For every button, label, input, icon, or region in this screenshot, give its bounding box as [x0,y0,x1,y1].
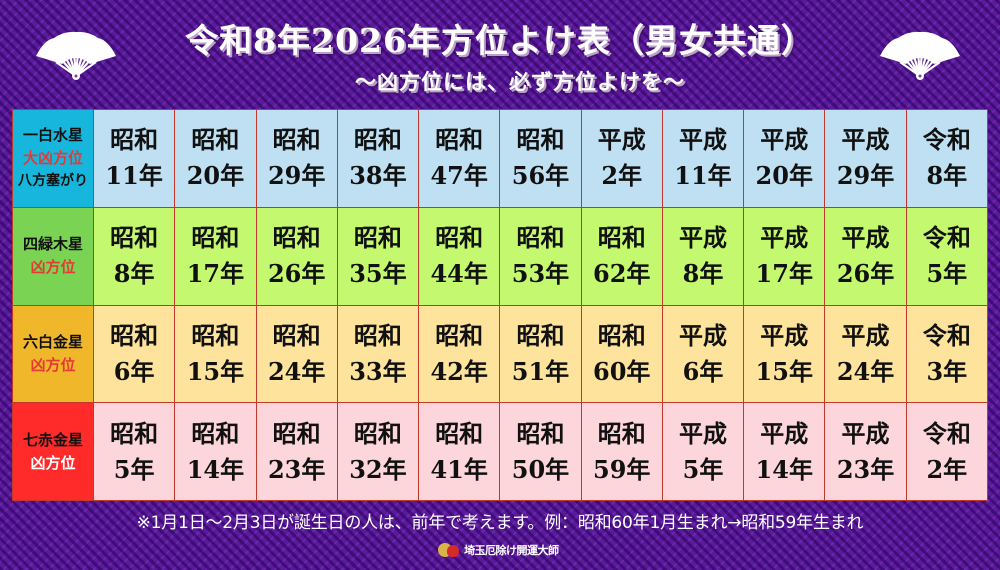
table-row-roppaku-kinsei: 六白金星 凶方位 昭和 6年 昭和 15年 昭和 24年 昭和 33年 昭和 42年 昭和… [12,304,989,404]
table-cell: 昭和 29年 [255,109,338,208]
table-cell: 平成 29年 [824,109,907,208]
direction-label: 凶方位 [30,453,76,472]
table-cell: 平成 2年 [580,109,663,208]
table-row-shichiseki-kinsei: 七赤金星 凶方位 昭和 5年 昭和 14年 昭和 23年 昭和 32年 昭和 41年 昭和… [12,402,989,501]
table-cell: 昭和 47年 [418,109,501,208]
table-cell: 昭和 8年 [92,206,176,306]
table-cell: 平成 20年 [743,109,826,208]
table-cell: 昭和 42年 [418,304,501,404]
page-subtitle: 〜凶方位には、必ず方位よけを〜 [355,69,685,94]
table-cell: 昭和 33年 [336,304,420,404]
table-cell: 平成 26年 [824,206,907,306]
star-label: 四緑木星 [22,235,83,254]
table-cell: 令和 2年 [905,402,989,501]
row-header: 六白金星 凶方位 [12,304,94,404]
star-label: 六白金星 [22,332,83,351]
table-cell: 昭和 38年 [336,109,420,208]
table-cell: 昭和 59年 [580,402,663,501]
table-cell: 平成 23年 [824,402,907,501]
extra-label: 八方塞がり [18,172,88,189]
direction-label: 凶方位 [30,258,76,277]
table-cell: 昭和 17年 [174,206,257,306]
table-cell: 平成 15年 [743,304,826,404]
star-label: 一白水星 [22,125,83,144]
table-cell: 昭和 56年 [499,109,582,208]
table-cell: 昭和 24年 [255,304,338,404]
table-row-ippaku-suisei: 一白水星 大凶方位 八方塞がり 昭和 11年 昭和 20年 昭和 29年 昭和 38年 … [12,109,989,208]
table-cell: 平成 6年 [661,304,745,404]
table-cell: 昭和 14年 [174,402,257,501]
row-header: 四緑木星 凶方位 [12,206,94,306]
table-cell: 昭和 60年 [580,304,663,404]
table-cell: 平成 17年 [743,206,826,306]
table-cell: 昭和 62年 [580,206,663,306]
direction-label: 大凶方位 [22,148,83,167]
table-cell: 昭和 20年 [174,109,257,208]
birthday-note: ※1月1日〜2月3日が誕生日の人は、前年で考えます。例：昭和60年1月生まれ→昭… [136,513,864,533]
table-cell: 昭和 32年 [336,402,420,501]
table-cell: 平成 8年 [661,206,745,306]
table-cell: 昭和 15年 [174,304,257,404]
table-cell: 昭和 41年 [418,402,501,501]
table-cell: 昭和 11年 [92,109,176,208]
direction-avoidance-table: 一白水星 大凶方位 八方塞がり 昭和 11年 昭和 20年 昭和 29年 昭和 38年 … [12,109,989,501]
temple-logo-icon [438,542,460,558]
star-label: 七赤金星 [22,430,83,449]
table-cell: 平成 5年 [661,402,745,501]
table-cell: 昭和 23年 [255,402,338,501]
table-cell: 平成 24年 [824,304,907,404]
table-cell: 昭和 35年 [336,206,420,306]
page-title: 令和8年2026年方位よけ表（男女共通） [185,21,815,60]
table-cell: 昭和 53年 [499,206,582,306]
table-cell: 平成 14年 [743,402,826,501]
table-cell: 昭和 51年 [499,304,582,404]
table-cell: 昭和 5年 [92,402,176,501]
table-cell: 昭和 50年 [499,402,582,501]
table-cell: 平成 11年 [661,109,745,208]
table-cell: 昭和 26年 [255,206,338,306]
direction-label: 凶方位 [30,355,76,374]
temple-logo: 埼玉厄除け開運大師 [438,541,559,559]
table-row-shiroku-mokusei: 四緑木星 凶方位 昭和 8年 昭和 17年 昭和 26年 昭和 35年 昭和 44年 昭和… [12,206,989,306]
row-header: 七赤金星 凶方位 [12,402,94,501]
table-cell: 昭和 44年 [418,206,501,306]
table-cell: 昭和 6年 [92,304,176,404]
table-cell: 令和 5年 [905,206,989,306]
temple-logo-text: 埼玉厄除け開運大師 [464,544,559,557]
table-cell: 令和 8年 [905,109,989,208]
row-header: 一白水星 大凶方位 八方塞がり [12,109,94,208]
table-cell: 令和 3年 [905,304,989,404]
